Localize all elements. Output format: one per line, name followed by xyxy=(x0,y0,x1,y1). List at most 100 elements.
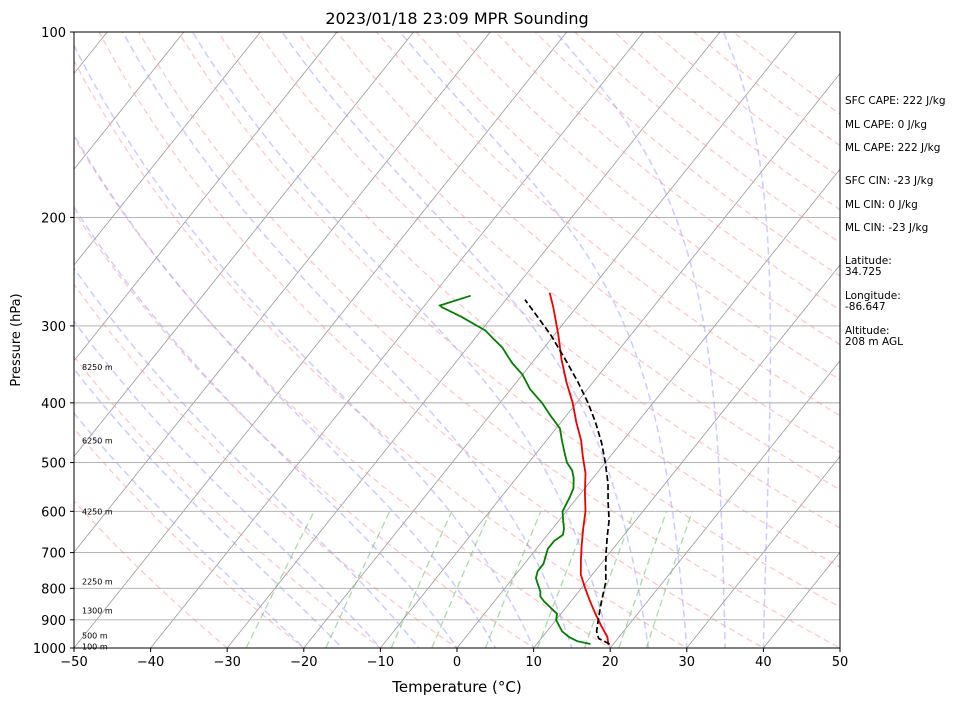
altitude-label: Altitude: xyxy=(845,325,890,337)
dry-adiabat-line xyxy=(257,32,840,529)
moist-adiabat-line xyxy=(74,266,420,648)
side-item-ml-cin-1: ML CIN: -23 J/kg xyxy=(845,222,928,234)
mixing-ratio-line xyxy=(536,511,591,648)
isotherm-line xyxy=(226,32,721,648)
isotherm-line xyxy=(74,32,185,170)
side-item-ml-cape-0: ML CAPE: 0 J/kg xyxy=(845,119,927,131)
dry-adiabat-line xyxy=(74,210,535,648)
temperature-line xyxy=(548,292,610,646)
moist-adiabat-line xyxy=(74,412,305,648)
y-tick-label: 900 xyxy=(41,614,66,629)
x-axis-ticks: −50 −40 −30 −20 −10 0 10 20 30 40 50 xyxy=(60,648,848,670)
series-layer xyxy=(438,292,610,646)
dewpoint-line xyxy=(438,294,591,645)
x-tick-label: −40 xyxy=(137,655,164,670)
x-tick-label: 20 xyxy=(602,655,619,670)
isotherm-line xyxy=(379,72,840,648)
isotherm-line xyxy=(74,32,491,553)
isotherm-line xyxy=(609,360,840,648)
isotherm-line xyxy=(533,264,840,648)
side-item-ml-cin-0: ML CIN: 0 J/kg xyxy=(845,199,918,211)
longitude-label: Longitude: xyxy=(845,290,901,302)
y-tick-label: 200 xyxy=(41,211,66,226)
mixing-ratio-line xyxy=(390,511,453,648)
side-item-sfc-cin: SFC CIN: -23 J/kg xyxy=(845,175,933,187)
moist-adiabat-line xyxy=(281,32,650,648)
isotherm-line xyxy=(686,455,840,648)
mixing-ratio-line xyxy=(245,511,315,648)
altitude-label: 8250 m xyxy=(82,363,113,372)
y-axis-label: Pressure (hPa) xyxy=(9,293,24,386)
moist-adiabat-line xyxy=(74,133,497,648)
altitude-label: 6250 m xyxy=(82,436,113,445)
x-tick-label: −20 xyxy=(290,655,317,670)
dry-adiabat-line xyxy=(177,32,840,608)
moist-adiabat-line xyxy=(122,32,573,648)
mixing-ratio-line xyxy=(645,511,693,648)
x-tick-label: 40 xyxy=(755,655,772,670)
pressure-gridlines xyxy=(74,32,840,648)
x-tick-label: 50 xyxy=(832,655,849,670)
moist-adiabat-line xyxy=(74,319,382,648)
altitude-labels: 8250 m 6250 m 4250 m 2250 m 1300 m 500 m 100 m xyxy=(82,363,113,652)
altitude-label: 2250 m xyxy=(82,578,113,587)
isotherm-line xyxy=(150,32,644,648)
y-tick-label: 600 xyxy=(41,505,66,520)
dry-adiabat-line xyxy=(415,32,840,381)
altitude-label: 1300 m xyxy=(82,607,113,616)
latitude-value: 34.725 xyxy=(845,266,882,278)
isotherm-line xyxy=(74,32,261,266)
isotherm-line xyxy=(74,32,338,362)
isotherm-line xyxy=(74,32,415,458)
moist-adiabat-line xyxy=(74,367,344,648)
x-axis-label: Temperature (°C) xyxy=(391,678,521,696)
x-tick-label: −50 xyxy=(60,655,87,670)
moist-adiabat-line xyxy=(74,43,535,648)
moist-adiabat-line xyxy=(191,32,611,648)
dry-adiabat-line xyxy=(74,427,305,648)
dry-adiabat-line xyxy=(74,283,459,648)
dry-adiabat-line xyxy=(74,59,689,648)
y-tick-label: 800 xyxy=(41,582,66,597)
y-tick-label: 500 xyxy=(41,457,66,472)
isotherm-line xyxy=(74,32,568,648)
altitude-label: 100 m xyxy=(82,643,108,652)
y-tick-label: 400 xyxy=(41,397,66,412)
y-axis-ticks: 100 200 300 400 500 600 700 800 900 1000 xyxy=(33,26,74,657)
x-tick-label: 10 xyxy=(525,655,542,670)
side-item-ml-cape-1: ML CAPE: 222 J/kg xyxy=(845,142,940,154)
altitude-label: 4250 m xyxy=(82,507,113,516)
chart-title: 2023/01/18 23:09 MPR Sounding xyxy=(325,9,588,28)
isotherm-line xyxy=(906,18,961,661)
parcel-line xyxy=(524,299,610,645)
longitude-value: -86.647 xyxy=(845,301,886,313)
mixing-ratio-line xyxy=(583,511,635,648)
x-tick-label: 0 xyxy=(453,655,461,670)
mixing-ratio-line xyxy=(325,511,391,648)
moist-adiabat-line xyxy=(399,32,688,648)
side-panel: SFC CAPE: 222 J/kg ML CAPE: 0 J/kg ML CA… xyxy=(845,95,946,348)
x-tick-label: 30 xyxy=(679,655,696,670)
y-tick-label: 300 xyxy=(41,320,66,335)
mixing-ratio-line xyxy=(484,511,542,648)
dry-adiabat-line xyxy=(217,32,840,568)
isotherm-line xyxy=(762,551,840,648)
moist-adiabat-line xyxy=(555,32,726,648)
y-tick-label: 700 xyxy=(41,547,66,562)
background-lines xyxy=(74,18,961,661)
altitude-value: 208 m AGL xyxy=(845,336,903,348)
isotherm-line xyxy=(303,32,798,648)
y-tick-label: 1000 xyxy=(33,642,66,657)
dry-adiabat-line xyxy=(98,32,765,648)
latitude-label: Latitude: xyxy=(845,255,892,267)
y-tick-label: 100 xyxy=(41,26,66,41)
dry-adiabat-line xyxy=(376,32,840,417)
plot-frame xyxy=(73,31,841,649)
side-item-sfc-cape: SFC CAPE: 222 J/kg xyxy=(845,95,946,107)
moist-adiabat-line xyxy=(74,205,458,648)
x-tick-label: −30 xyxy=(213,655,240,670)
mixing-ratio-line xyxy=(618,511,668,648)
altitude-label: 500 m xyxy=(82,632,108,641)
moist-adiabat-line xyxy=(722,32,772,648)
